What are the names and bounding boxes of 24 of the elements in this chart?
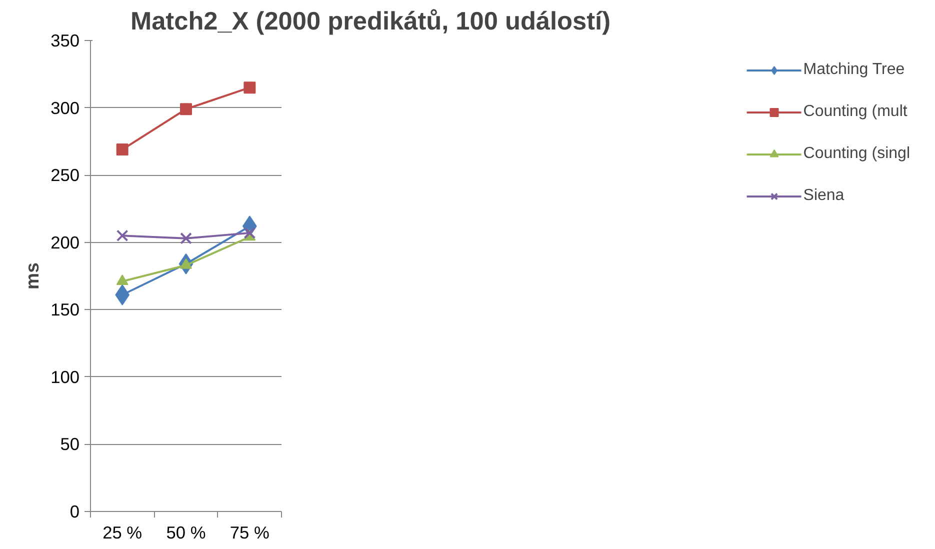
legend-label: Matching Tree [803,61,905,79]
point [244,226,256,239]
y-tick-label: 0 [70,502,80,522]
point [116,144,128,156]
y-axis-title: ms [22,262,43,290]
x-tick-label: 25 % [102,522,142,542]
y-tick-label: 100 [50,366,80,387]
legend-label: Counting (singl [803,145,910,163]
y-tick-label: 200 [50,232,80,252]
y-tick-label: 250 [50,165,80,186]
point [116,274,128,286]
y-tick-label: 50 [60,434,80,454]
y-tick-label: 150 [50,300,80,320]
text: Match2_X (2000 predikátů, 100 událostí) [130,8,610,36]
x-tick-label: 75 % [230,522,270,542]
y-tick-label: 350 [50,30,80,50]
legend-label: Siena [803,187,844,205]
point [116,230,128,242]
point [180,103,192,116]
legend-label: Counting (mult [803,103,908,121]
point [244,82,256,94]
point [180,232,192,244]
y-tick-label: 300 [50,98,80,118]
x-tick-label: 50 % [166,522,206,542]
